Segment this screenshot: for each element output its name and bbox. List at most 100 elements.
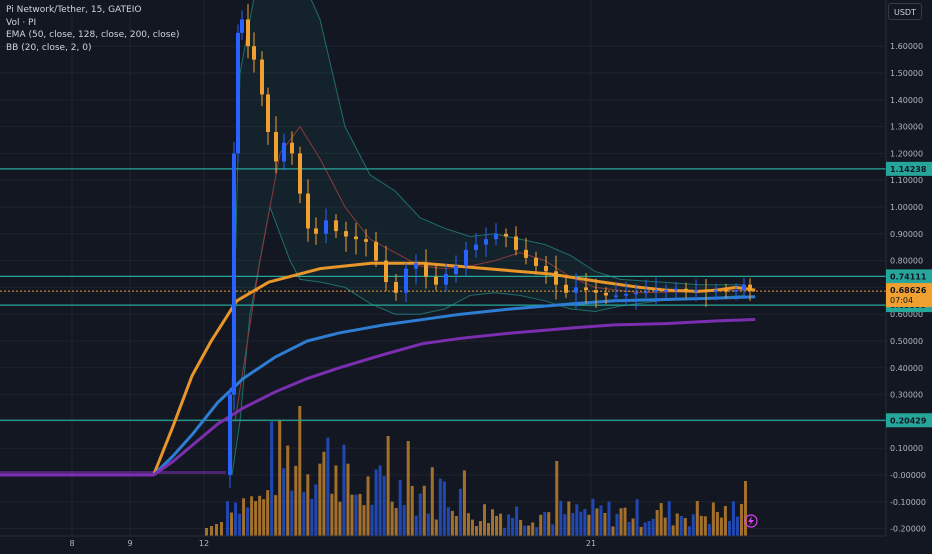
candle-body <box>654 290 658 292</box>
candle-body <box>324 220 328 234</box>
level-label: 0.74111 <box>890 272 927 281</box>
volume-bar <box>575 504 579 536</box>
volume-bar <box>571 513 575 536</box>
volume-bar <box>406 441 410 536</box>
y-tick-label: 1.30000 <box>890 123 923 132</box>
volume-bar <box>731 501 735 536</box>
lightning-icon-ring <box>744 514 758 528</box>
lightning-icon-bolt <box>748 516 754 526</box>
candle-body <box>228 394 232 475</box>
candle-body <box>354 236 358 240</box>
currency-button[interactable]: USDT <box>888 3 922 20</box>
legend-title[interactable]: Pi Network/Tether, 15, GATEIO <box>6 5 142 15</box>
legend-volume[interactable]: Vol · PI <box>6 17 37 28</box>
candle-body <box>524 249 528 258</box>
volume-bar <box>220 522 223 536</box>
last-price-box <box>886 283 932 308</box>
legend-bb[interactable]: BB (20, close, 2, 0) <box>6 42 92 53</box>
candle-body <box>734 290 738 292</box>
candle-body <box>298 153 302 194</box>
volume-bar <box>539 514 543 536</box>
volume-bar <box>715 511 719 536</box>
volume-bar <box>495 515 499 536</box>
volume-baseline <box>0 471 226 474</box>
bb-lower <box>231 205 746 476</box>
candles <box>228 4 752 489</box>
volume-bar <box>426 513 430 536</box>
candle-body <box>266 94 270 132</box>
x-tick-label: 9 <box>127 539 132 548</box>
volume-bar <box>639 526 643 536</box>
x-tick-label: 21 <box>586 539 596 548</box>
legend-ema[interactable]: EMA (50, close, 128, close, 200, close) <box>6 30 180 40</box>
volume-bar <box>250 496 254 536</box>
volume-bar <box>675 513 679 536</box>
x-tick-label: 12 <box>199 539 209 548</box>
y-tick-label: 0.30000 <box>890 391 923 400</box>
volume-bar <box>302 492 306 536</box>
candle-body <box>240 19 244 33</box>
volume-bar <box>374 469 378 536</box>
y-tick-label: 1.50000 <box>890 69 923 78</box>
candle-body <box>424 263 428 277</box>
level-label: 1.14238 <box>890 165 927 174</box>
volume-bar <box>454 516 458 536</box>
volume-bar <box>647 521 651 536</box>
volume-bar <box>511 517 515 536</box>
volume-bar <box>611 526 615 536</box>
volume-bar <box>370 504 374 536</box>
candle-body <box>444 274 448 285</box>
y-tick-label: -0.10000 <box>890 498 926 507</box>
volume-bar <box>382 476 386 536</box>
volume-bar <box>583 508 587 536</box>
volume-bar <box>366 476 370 536</box>
volume-bar <box>350 494 354 536</box>
volume-bar <box>310 498 314 536</box>
candle-body <box>624 294 628 296</box>
volume-bar <box>442 481 446 536</box>
y-tick-label: 0.90000 <box>890 230 923 239</box>
candle-body <box>484 239 488 245</box>
volume-bar <box>607 501 611 536</box>
volume-bar <box>527 525 531 536</box>
volume-bar <box>438 478 442 536</box>
candle-body <box>684 288 688 291</box>
candle-body <box>574 287 578 293</box>
volume-bar <box>478 521 482 536</box>
volume-bar <box>719 517 723 536</box>
volume-bar <box>462 470 466 536</box>
y-tick-label: 0.10000 <box>890 444 923 453</box>
volume-bar <box>298 406 302 536</box>
volume-bar <box>603 512 607 536</box>
candle-body <box>334 220 338 232</box>
y-tick-label: 1.60000 <box>890 42 923 51</box>
volume-bar <box>555 461 559 536</box>
volume-bar <box>595 508 599 536</box>
volume-bar <box>418 493 422 536</box>
volume-bar <box>378 465 382 536</box>
y-tick-label: 0.80000 <box>890 257 923 266</box>
volume-bar <box>246 507 250 536</box>
candle-body <box>464 249 468 266</box>
y-tick-label: 1.20000 <box>890 149 923 158</box>
volume-bar <box>491 509 495 536</box>
volume-bar <box>314 484 318 536</box>
candle-body <box>344 231 348 237</box>
volume-bar <box>322 451 326 536</box>
volume-bars <box>0 406 747 536</box>
candle-body <box>306 193 310 229</box>
volume-bar <box>474 526 478 536</box>
candle-body <box>374 241 378 261</box>
volume-bar <box>410 485 414 536</box>
candle-body <box>414 263 418 269</box>
volume-bar <box>446 507 450 536</box>
candle-body <box>604 292 608 296</box>
candle-body <box>704 290 708 292</box>
volume-bar <box>503 527 507 536</box>
candle-body <box>674 288 678 291</box>
volume-bar <box>274 495 278 536</box>
volume-bar <box>723 506 727 536</box>
